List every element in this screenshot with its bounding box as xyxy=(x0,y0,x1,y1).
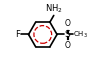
Text: NH$_2$: NH$_2$ xyxy=(45,2,63,15)
Text: O: O xyxy=(64,19,70,28)
Text: CH$_3$: CH$_3$ xyxy=(73,29,88,40)
Text: O: O xyxy=(64,41,70,50)
Text: S: S xyxy=(65,30,70,39)
Text: F: F xyxy=(15,30,20,39)
